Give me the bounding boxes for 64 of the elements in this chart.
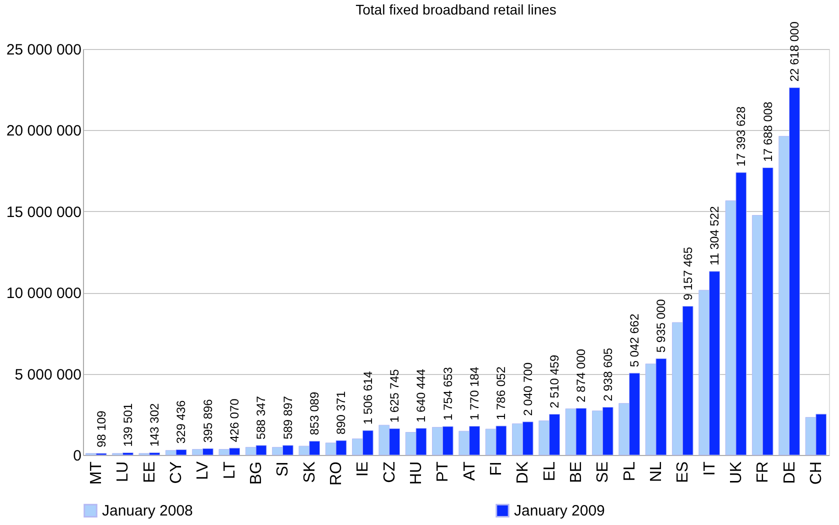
- data-label: 2 938 605: [600, 348, 615, 402]
- x-tick-label: SK: [301, 461, 318, 483]
- data-label: 22 618 000: [787, 21, 802, 82]
- x-tick-label: LT: [221, 461, 238, 479]
- data-label: 9 157 465: [680, 246, 695, 300]
- y-tick-label: 20 000 000: [6, 122, 82, 140]
- data-label: 139 501: [120, 403, 135, 447]
- x-tick-label: PL: [621, 461, 638, 482]
- data-label: 853 089: [308, 391, 322, 436]
- data-label: 17 688 008: [760, 101, 775, 162]
- x-tick-label: MT: [88, 461, 106, 485]
- y-tick-label: 10 000 000: [6, 285, 82, 302]
- y-tick-label: 0: [73, 448, 82, 464]
- x-tick-label: IE: [354, 462, 372, 477]
- x-tick-label: DK: [514, 461, 532, 484]
- y-tick-label: 5 000 000: [14, 366, 82, 384]
- x-tick-label: AT: [461, 461, 478, 481]
- x-tick-label: LV: [194, 461, 212, 480]
- data-label: 5 935 000: [654, 298, 668, 353]
- data-label: 1 770 184: [468, 366, 482, 420]
- data-label: 2 040 700: [520, 362, 535, 416]
- x-tick-label: FI: [488, 462, 505, 476]
- x-tick-label: BG: [248, 462, 266, 485]
- data-label: 98 109: [94, 410, 108, 448]
- data-label: 17 393 628: [734, 106, 748, 167]
- data-label: 588 347: [254, 396, 268, 440]
- data-label: 329 436: [174, 400, 188, 444]
- data-label: 11 304 522: [707, 206, 722, 266]
- x-tick-label: SI: [274, 462, 292, 477]
- x-tick-label: RO: [328, 462, 346, 486]
- x-tick-label: CY: [168, 461, 186, 484]
- x-tick-label: CZ: [381, 461, 398, 483]
- chart-title: Total fixed broadband retail lines: [356, 2, 556, 18]
- x-tick-label: BE: [568, 462, 585, 483]
- x-tick-label: DE: [781, 462, 798, 484]
- x-tick-label: EE: [141, 462, 158, 483]
- x-tick-label: HU: [408, 462, 426, 485]
- y-tick-label: 25 000 000: [6, 42, 82, 58]
- x-tick-label: EL: [541, 461, 558, 482]
- x-tick-label: ES: [674, 462, 692, 483]
- legend-label: January 2009: [514, 502, 605, 520]
- x-tick-label: IT: [701, 461, 718, 476]
- x-tick-label: PT: [434, 461, 452, 482]
- data-label: 2 874 000: [574, 348, 588, 402]
- data-label: 426 070: [228, 398, 242, 442]
- x-tick-label: CH: [808, 462, 825, 485]
- data-label: 890 371: [334, 390, 348, 435]
- x-tick-label: NL: [648, 461, 665, 482]
- x-tick-label: LU: [114, 462, 132, 482]
- legend-label: January 2008: [102, 502, 193, 520]
- x-tick-label: FR: [754, 462, 772, 483]
- data-label: 1 640 444: [414, 368, 428, 422]
- data-label: 1 786 052: [494, 366, 508, 420]
- data-label: 143 302: [148, 402, 162, 447]
- data-label: 1 506 614: [360, 370, 375, 425]
- x-tick-label: UK: [728, 461, 745, 484]
- data-label: 1 754 653: [440, 366, 455, 421]
- data-label: 1 625 745: [388, 368, 402, 423]
- data-label: 5 042 662: [628, 313, 642, 368]
- y-tick-label: 15 000 000: [6, 204, 82, 221]
- x-tick-label: SE: [594, 462, 612, 483]
- data-label: 395 896: [200, 398, 215, 443]
- data-label: 2 510 459: [548, 354, 562, 408]
- data-label: 589 897: [280, 396, 295, 440]
